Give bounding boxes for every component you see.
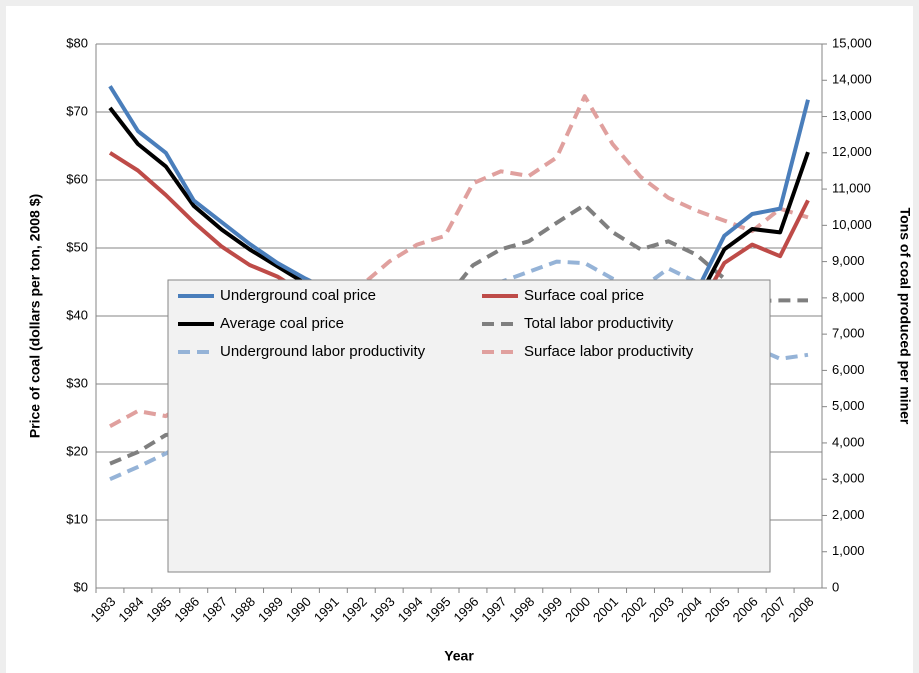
legend-label: Average coal price (220, 315, 344, 332)
y-tick-label: $80 (66, 35, 88, 50)
series-line (109, 94, 809, 429)
y-tick-label: $60 (66, 171, 88, 186)
y-axis-title: Price of coal (dollars per ton, 2008 $) (27, 194, 43, 438)
y2-tick-label: 1,000 (832, 543, 865, 558)
y2-tick-label: 15,000 (832, 35, 872, 50)
y2-tick-label: 13,000 (832, 108, 872, 123)
legend-label: Surface labor productivity (524, 343, 694, 360)
y2-tick-label: 8,000 (832, 289, 865, 304)
legend-box (167, 279, 771, 573)
y2-tick-label: 4,000 (832, 434, 865, 449)
legend-label: Underground coal price (220, 287, 376, 304)
y-tick-label: $30 (66, 375, 88, 390)
y2-tick-label: 10,000 (832, 217, 872, 232)
y2-tick-label: 3,000 (832, 471, 865, 486)
legend-label: Total labor productivity (524, 315, 674, 332)
y-tick-label: $0 (74, 579, 88, 594)
y2-tick-label: 6,000 (832, 362, 865, 377)
y-tick-label: $70 (66, 103, 88, 118)
y2-tick-label: 9,000 (832, 253, 865, 268)
y2-tick-label: 2,000 (832, 507, 865, 522)
y2-tick-label: 7,000 (832, 326, 865, 341)
y-tick-label: $20 (66, 443, 88, 458)
series-line (109, 203, 808, 466)
legend-label: Surface coal price (524, 287, 644, 304)
y2-axis-title: Tons of coal produced per miner (897, 208, 913, 425)
y-tick-label: $50 (66, 239, 88, 254)
legend: Underground coal price Surface coal price… (167, 279, 771, 573)
x-axis-title: Year (444, 648, 474, 664)
y2-tick-label: 0 (832, 579, 839, 594)
legend-label: Underground labor productivity (220, 343, 426, 360)
y2-tick-label: 14,000 (832, 72, 872, 87)
y2-tick-label: 12,000 (832, 144, 872, 159)
y2-tick-label: 5,000 (832, 398, 865, 413)
y2-tick-label: 11,000 (832, 181, 871, 196)
y-tick-label: $40 (66, 307, 88, 322)
y-tick-label: $10 (66, 511, 88, 526)
